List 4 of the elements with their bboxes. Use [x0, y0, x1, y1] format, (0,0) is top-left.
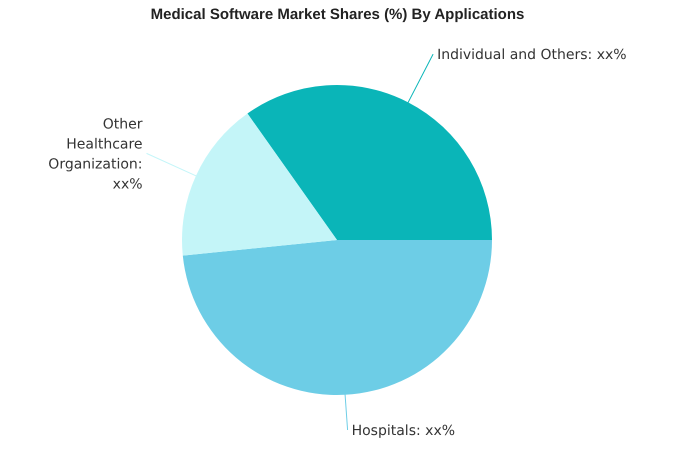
- slice-label: Hospitals: xx%: [352, 423, 456, 439]
- slice-label: Other Healthcare Organization: xx%: [48, 116, 143, 192]
- chart-title: Medical Software Market Shares (%) By Applications: [150, 6, 524, 23]
- slice-label: Individual and Others: xx%: [437, 47, 627, 64]
